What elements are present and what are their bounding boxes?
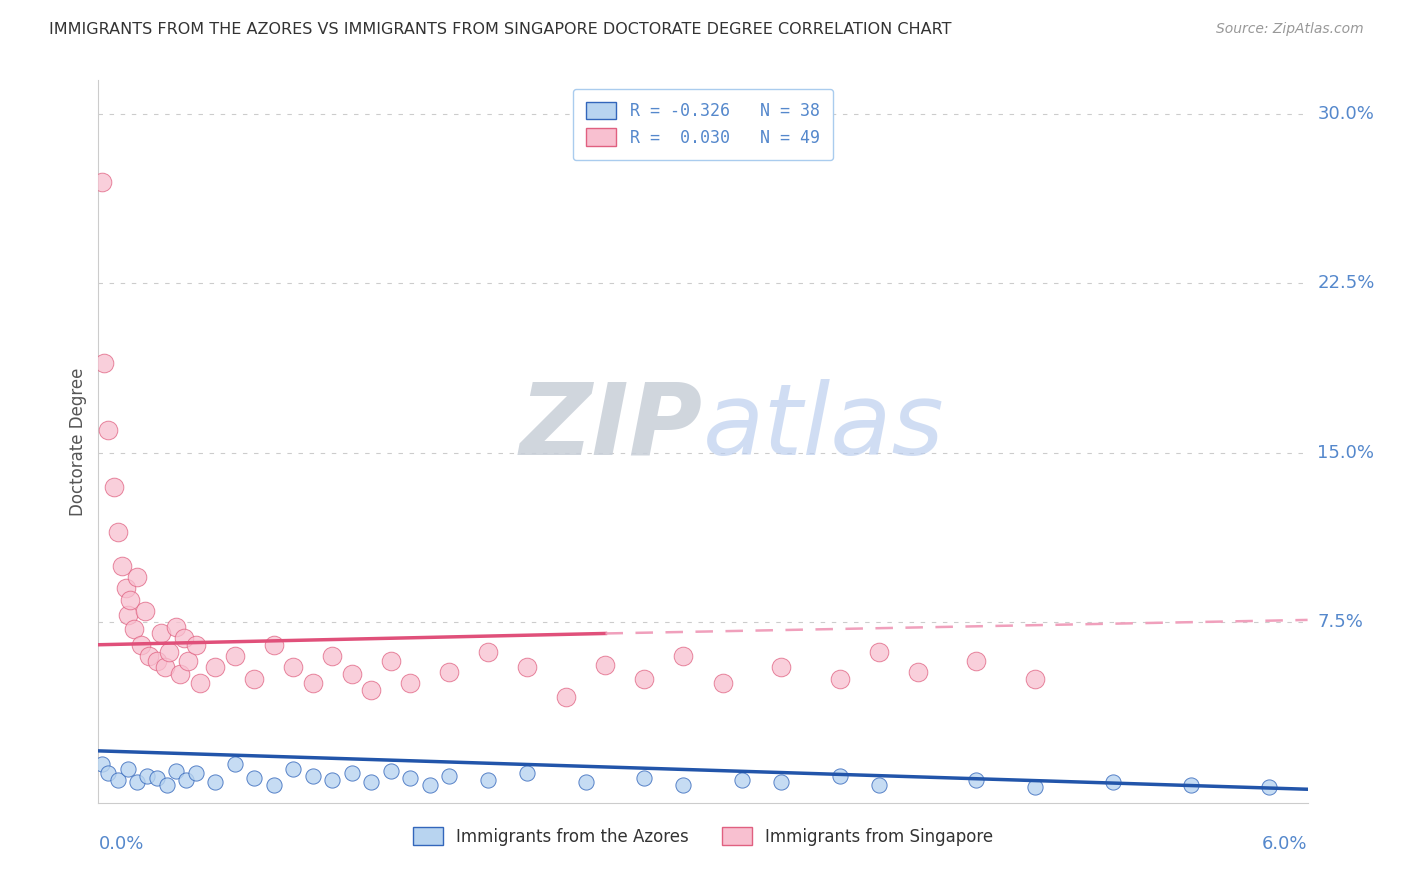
Point [399, 771, 422, 785]
Point [633, 771, 655, 785]
Point [283, 660, 305, 674]
Point [575, 775, 598, 789]
Point [263, 638, 285, 652]
Point [118, 592, 141, 607]
Point [380, 654, 402, 668]
Text: ZIP: ZIP [520, 378, 703, 475]
Point [157, 644, 180, 658]
Point [769, 775, 792, 789]
Point [169, 667, 191, 681]
Point [91, 757, 114, 772]
Point [165, 764, 187, 779]
Point [136, 769, 159, 783]
Point [134, 604, 156, 618]
Point [174, 773, 197, 788]
Point [868, 778, 890, 792]
Point [122, 622, 145, 636]
Point [1024, 780, 1046, 794]
Text: 0.0%: 0.0% [98, 835, 143, 854]
Point [127, 775, 149, 789]
Point [283, 762, 305, 776]
Point [633, 672, 655, 686]
Point [828, 769, 851, 783]
Point [243, 672, 266, 686]
Point [1101, 775, 1123, 789]
Point [138, 648, 160, 663]
Point [149, 626, 172, 640]
Point [107, 773, 129, 788]
Point [114, 582, 136, 596]
Point [1257, 780, 1279, 794]
Point [165, 620, 187, 634]
Point [731, 773, 754, 788]
Point [340, 667, 363, 681]
Point [204, 775, 226, 789]
Point [188, 676, 211, 690]
Point [711, 676, 734, 690]
Point [127, 570, 149, 584]
Point [156, 778, 179, 792]
Point [399, 676, 422, 690]
Point [184, 766, 207, 780]
Point [672, 648, 695, 663]
Point [965, 654, 987, 668]
Point [1024, 672, 1046, 686]
Point [91, 175, 114, 189]
Point [419, 778, 441, 792]
Point [146, 771, 169, 785]
Point [93, 355, 115, 369]
Point [117, 762, 139, 776]
Point [321, 648, 343, 663]
Y-axis label: Doctorate Degree: Doctorate Degree [69, 368, 87, 516]
Text: atlas: atlas [703, 378, 945, 475]
Point [769, 660, 792, 674]
Point [907, 665, 929, 679]
Point [828, 672, 851, 686]
Point [107, 524, 129, 539]
Point [173, 631, 195, 645]
Point [360, 775, 382, 789]
Point [477, 773, 499, 788]
Point [516, 660, 538, 674]
Point [360, 682, 382, 697]
Point [97, 766, 120, 780]
Point [146, 654, 169, 668]
Point [965, 773, 987, 788]
Point [224, 648, 246, 663]
Point [477, 644, 499, 658]
Point [321, 773, 343, 788]
Text: Source: ZipAtlas.com: Source: ZipAtlas.com [1216, 22, 1364, 37]
Point [184, 638, 207, 652]
Point [672, 778, 695, 792]
Point [153, 660, 176, 674]
Point [131, 638, 153, 652]
Point [224, 757, 246, 772]
Text: 30.0%: 30.0% [1317, 105, 1374, 123]
Text: 22.5%: 22.5% [1317, 275, 1375, 293]
Point [380, 764, 402, 779]
Text: IMMIGRANTS FROM THE AZORES VS IMMIGRANTS FROM SINGAPORE DOCTORATE DEGREE CORRELA: IMMIGRANTS FROM THE AZORES VS IMMIGRANTS… [49, 22, 952, 37]
Point [555, 690, 578, 704]
Point [516, 766, 538, 780]
Point [439, 665, 461, 679]
Point [340, 766, 363, 780]
Point [263, 778, 285, 792]
Point [111, 558, 134, 573]
Text: 15.0%: 15.0% [1317, 444, 1374, 462]
Point [302, 769, 325, 783]
Point [117, 608, 139, 623]
Point [439, 769, 461, 783]
Point [204, 660, 226, 674]
Point [103, 480, 125, 494]
Point [302, 676, 325, 690]
Point [177, 654, 200, 668]
Point [243, 771, 266, 785]
Point [97, 423, 120, 437]
Legend: Immigrants from the Azores, Immigrants from Singapore: Immigrants from the Azores, Immigrants f… [406, 821, 1000, 852]
Point [1180, 778, 1202, 792]
Point [595, 658, 617, 673]
Text: 7.5%: 7.5% [1317, 613, 1364, 632]
Text: 6.0%: 6.0% [1263, 835, 1308, 854]
Point [868, 644, 890, 658]
